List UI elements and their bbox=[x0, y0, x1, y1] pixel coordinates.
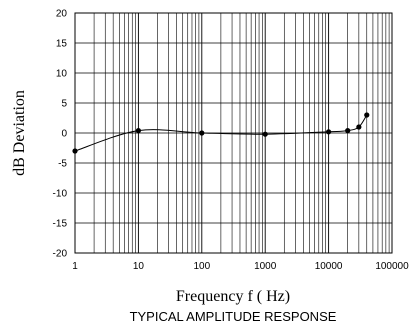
data-point bbox=[364, 112, 370, 118]
data-point bbox=[199, 130, 205, 136]
y-tick-label: 0 bbox=[61, 129, 67, 140]
y-axis-ticks: 20 15 10 5 0 -5 -10 -15 -20 bbox=[53, 9, 68, 260]
x-tick-label: 100 bbox=[193, 261, 210, 272]
data-point bbox=[262, 131, 268, 137]
x-tick-label: 1000 bbox=[254, 261, 277, 272]
y-tick-label: 10 bbox=[56, 69, 68, 80]
y-tick-label: 5 bbox=[61, 99, 67, 110]
data-point bbox=[345, 128, 351, 134]
y-tick-label: -15 bbox=[53, 219, 68, 230]
chart-caption: TYPICAL AMPLITUDE RESPONSE bbox=[130, 309, 337, 324]
x-tick-label: 10000 bbox=[315, 261, 343, 272]
data-point bbox=[356, 124, 362, 130]
plot-frame bbox=[74, 12, 393, 254]
data-points bbox=[72, 112, 370, 154]
y-tick-label: -10 bbox=[53, 189, 68, 200]
x-tick-label: 10 bbox=[133, 261, 145, 272]
x-tick-label: 1 bbox=[72, 261, 78, 272]
y-tick-label: -20 bbox=[53, 249, 68, 260]
x-tick-label: 100000 bbox=[375, 261, 409, 272]
data-point bbox=[72, 148, 78, 154]
data-point bbox=[326, 129, 332, 135]
x-axis-label: Frequency f ( Hz) bbox=[176, 288, 290, 305]
y-tick-label: -5 bbox=[58, 159, 67, 170]
y-tick-label: 15 bbox=[56, 39, 68, 50]
chart-grid bbox=[75, 13, 392, 253]
x-axis-ticks: 1 10 100 1000 10000 100000 bbox=[72, 261, 409, 272]
y-tick-label: 20 bbox=[56, 9, 68, 20]
data-point bbox=[135, 128, 141, 134]
y-axis-label: dB Deviation bbox=[11, 90, 28, 176]
